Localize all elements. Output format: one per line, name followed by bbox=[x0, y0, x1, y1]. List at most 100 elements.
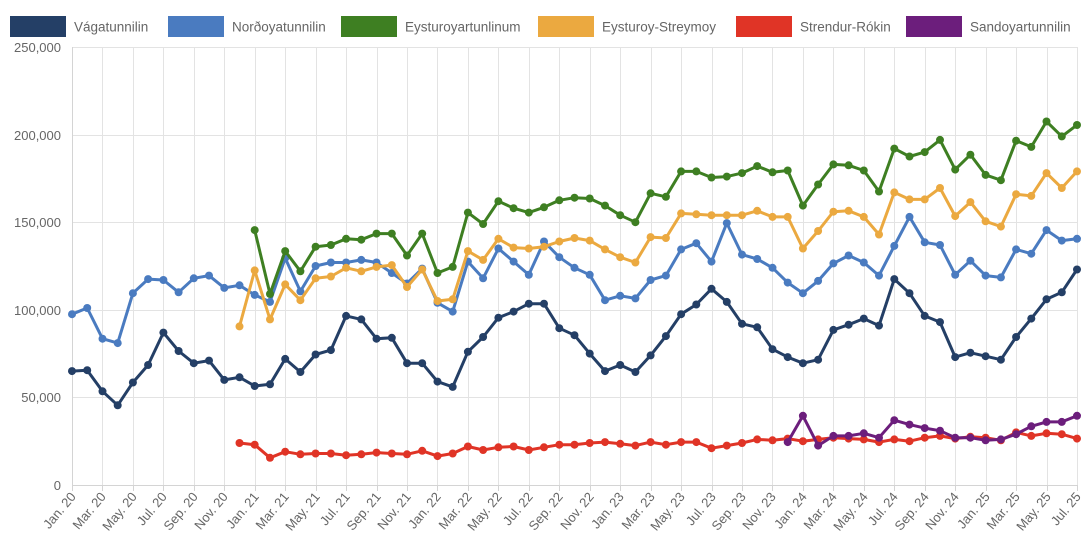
data-point[interactable] bbox=[936, 318, 944, 327]
data-point[interactable] bbox=[753, 162, 762, 171]
data-point[interactable] bbox=[68, 367, 76, 376]
data-point[interactable] bbox=[920, 238, 929, 247]
data-point[interactable] bbox=[798, 359, 807, 368]
data-point[interactable] bbox=[996, 222, 1005, 231]
data-point[interactable] bbox=[875, 187, 883, 196]
data-point[interactable] bbox=[342, 451, 351, 460]
data-point[interactable] bbox=[220, 375, 229, 384]
data-point[interactable] bbox=[403, 359, 411, 368]
data-point[interactable] bbox=[570, 440, 579, 449]
data-point[interactable] bbox=[814, 227, 823, 235]
data-point[interactable] bbox=[798, 437, 807, 446]
data-point[interactable] bbox=[768, 263, 777, 272]
data-point[interactable] bbox=[235, 322, 244, 331]
data-point[interactable] bbox=[281, 447, 290, 456]
data-point[interactable] bbox=[936, 241, 944, 249]
data-point[interactable] bbox=[890, 241, 899, 250]
data-point[interactable] bbox=[250, 266, 259, 275]
data-point[interactable] bbox=[326, 346, 335, 355]
data-point[interactable] bbox=[281, 354, 290, 363]
data-point[interactable] bbox=[996, 355, 1005, 364]
data-point[interactable] bbox=[494, 443, 503, 452]
data-point[interactable] bbox=[890, 435, 899, 444]
data-point[interactable] bbox=[1073, 434, 1081, 443]
data-point[interactable] bbox=[174, 347, 183, 355]
data-point[interactable] bbox=[296, 296, 305, 305]
data-point[interactable] bbox=[798, 289, 807, 298]
data-point[interactable] bbox=[981, 217, 990, 226]
data-point[interactable] bbox=[1073, 411, 1081, 420]
data-point[interactable] bbox=[311, 242, 320, 251]
data-point[interactable] bbox=[342, 311, 351, 320]
data-point[interactable] bbox=[661, 234, 670, 242]
data-point[interactable] bbox=[1057, 417, 1066, 426]
data-point[interactable] bbox=[1057, 430, 1066, 439]
data-point[interactable] bbox=[326, 258, 335, 267]
data-point[interactable] bbox=[585, 349, 594, 358]
data-point[interactable] bbox=[753, 323, 762, 332]
data-point[interactable] bbox=[859, 435, 868, 444]
data-point[interactable] bbox=[966, 198, 975, 207]
data-point[interactable] bbox=[707, 211, 716, 220]
data-point[interactable] bbox=[403, 283, 411, 291]
data-point[interactable] bbox=[966, 256, 975, 265]
data-point[interactable] bbox=[266, 290, 274, 298]
data-point[interactable] bbox=[936, 135, 944, 144]
data-point[interactable] bbox=[555, 253, 564, 262]
data-point[interactable] bbox=[509, 307, 518, 316]
data-point[interactable] bbox=[616, 361, 625, 369]
data-point[interactable] bbox=[966, 150, 975, 159]
data-point[interactable] bbox=[418, 229, 427, 238]
data-point[interactable] bbox=[875, 433, 883, 442]
data-point[interactable] bbox=[113, 339, 122, 348]
data-point[interactable] bbox=[936, 184, 944, 192]
data-point[interactable] bbox=[509, 442, 518, 451]
data-point[interactable] bbox=[509, 257, 518, 266]
data-point[interactable] bbox=[905, 437, 914, 446]
data-point[interactable] bbox=[159, 276, 168, 284]
data-point[interactable] bbox=[783, 212, 792, 221]
data-point[interactable] bbox=[890, 188, 899, 197]
data-point[interactable] bbox=[463, 208, 472, 217]
data-point[interactable] bbox=[68, 310, 76, 319]
data-point[interactable] bbox=[433, 297, 442, 305]
data-point[interactable] bbox=[98, 387, 107, 396]
data-point[interactable] bbox=[83, 366, 92, 375]
data-point[interactable] bbox=[1027, 422, 1036, 431]
data-point[interactable] bbox=[951, 165, 960, 174]
data-point[interactable] bbox=[372, 448, 381, 457]
data-point[interactable] bbox=[753, 435, 762, 444]
data-point[interactable] bbox=[920, 424, 929, 433]
data-point[interactable] bbox=[890, 275, 899, 284]
data-point[interactable] bbox=[692, 438, 701, 447]
data-point[interactable] bbox=[981, 436, 990, 445]
data-point[interactable] bbox=[1012, 245, 1021, 254]
data-point[interactable] bbox=[585, 270, 594, 279]
data-point[interactable] bbox=[814, 180, 823, 189]
data-point[interactable] bbox=[540, 299, 548, 308]
data-point[interactable] bbox=[859, 212, 868, 221]
data-point[interactable] bbox=[540, 242, 548, 251]
data-point[interactable] bbox=[1042, 117, 1051, 126]
data-point[interactable] bbox=[768, 212, 777, 221]
data-point[interactable] bbox=[1057, 132, 1066, 141]
data-point[interactable] bbox=[1042, 226, 1051, 235]
data-point[interactable] bbox=[1073, 121, 1081, 129]
data-point[interactable] bbox=[555, 324, 564, 333]
data-point[interactable] bbox=[342, 263, 351, 272]
legend-item-sandoyartunnilin[interactable]: Sandoyartunnilin bbox=[906, 16, 1071, 37]
data-point[interactable] bbox=[859, 314, 868, 323]
data-point[interactable] bbox=[783, 278, 792, 287]
data-point[interactable] bbox=[494, 244, 503, 253]
data-point[interactable] bbox=[266, 315, 274, 324]
data-point[interactable] bbox=[616, 253, 625, 262]
legend-item-eysturoy-streymoy[interactable]: Eysturoy-Streymoy bbox=[538, 16, 716, 37]
data-point[interactable] bbox=[1027, 142, 1036, 151]
data-point[interactable] bbox=[707, 173, 716, 182]
data-point[interactable] bbox=[996, 176, 1005, 185]
data-point[interactable] bbox=[98, 334, 107, 343]
data-point[interactable] bbox=[966, 433, 975, 442]
legend-item-eysturoyartunlinum[interactable]: Eysturoyartunlinum bbox=[341, 16, 521, 37]
data-point[interactable] bbox=[631, 258, 640, 267]
data-point[interactable] bbox=[509, 204, 518, 213]
